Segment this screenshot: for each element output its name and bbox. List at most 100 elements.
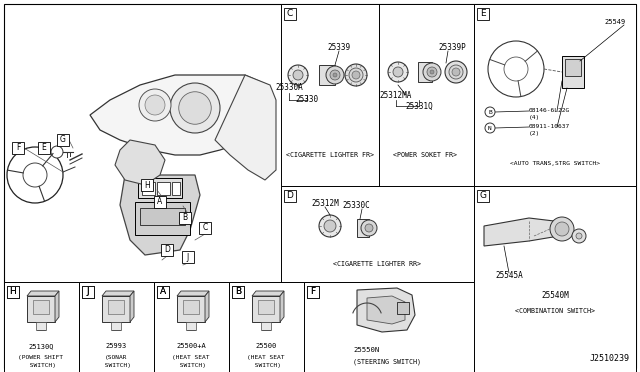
Text: D: D (164, 246, 170, 254)
Bar (154, 282, 229, 372)
Text: A: A (160, 288, 166, 296)
Circle shape (504, 57, 528, 81)
Text: 08146-6L22G: 08146-6L22G (529, 109, 570, 113)
Text: <POWER SOKET FR>: <POWER SOKET FR> (393, 152, 457, 158)
Circle shape (365, 224, 373, 232)
Circle shape (319, 215, 341, 237)
Bar (562, 56, 584, 88)
Circle shape (293, 70, 303, 80)
Bar (307, 286, 319, 298)
Bar (36, 322, 46, 330)
Bar (33, 300, 49, 314)
Circle shape (576, 233, 582, 239)
Circle shape (430, 70, 434, 74)
Circle shape (7, 147, 63, 203)
Polygon shape (215, 75, 276, 180)
Bar (179, 212, 191, 224)
Text: (POWER SHIFT: (POWER SHIFT (19, 355, 63, 359)
Text: 25330A: 25330A (275, 83, 303, 93)
Bar (474, 4, 636, 186)
Text: 25330C: 25330C (342, 202, 370, 211)
Bar (57, 134, 69, 146)
Bar (199, 222, 211, 234)
Bar (418, 62, 432, 82)
Text: J: J (86, 288, 90, 296)
Circle shape (352, 71, 360, 79)
Text: 25550N: 25550N (354, 347, 380, 353)
Circle shape (485, 107, 495, 117)
Text: F: F (310, 288, 316, 296)
Circle shape (288, 65, 308, 85)
Bar (82, 286, 94, 298)
Bar (7, 286, 19, 298)
Bar (82, 286, 94, 298)
Polygon shape (177, 291, 209, 296)
Polygon shape (205, 291, 209, 322)
Text: 25312MA: 25312MA (380, 90, 412, 99)
Text: J: J (86, 288, 90, 296)
Text: SWITCH): SWITCH) (26, 363, 56, 369)
Circle shape (449, 65, 463, 79)
Text: 25545A: 25545A (495, 272, 523, 280)
Bar (154, 196, 166, 208)
Bar (397, 302, 409, 314)
Polygon shape (55, 291, 59, 322)
Circle shape (555, 222, 569, 236)
Polygon shape (357, 288, 415, 332)
Bar (157, 286, 169, 298)
Bar (142, 182, 155, 195)
Text: 25331Q: 25331Q (405, 102, 433, 110)
Text: N: N (488, 125, 492, 131)
Text: (STEERING SWITCH): (STEERING SWITCH) (353, 359, 421, 365)
Polygon shape (115, 140, 165, 185)
Text: 25993: 25993 (106, 343, 127, 349)
Text: H: H (10, 288, 17, 296)
Bar (304, 282, 474, 372)
Polygon shape (90, 75, 272, 155)
Polygon shape (130, 291, 134, 322)
Polygon shape (120, 175, 200, 255)
Circle shape (361, 220, 377, 236)
Bar (232, 286, 244, 298)
Text: G: G (60, 135, 66, 144)
Text: F: F (310, 288, 316, 296)
Bar (477, 190, 489, 202)
Polygon shape (367, 296, 405, 324)
Text: <CIGARETTE LIGHTER RR>: <CIGARETTE LIGHTER RR> (333, 261, 421, 267)
Text: SWITCH): SWITCH) (176, 363, 206, 369)
Text: <CIGARETTE LIGHTER FR>: <CIGARETTE LIGHTER FR> (286, 152, 374, 158)
Circle shape (349, 68, 363, 82)
Text: E: E (480, 10, 486, 19)
Circle shape (170, 83, 220, 133)
Text: (SONAR: (SONAR (105, 355, 127, 359)
Text: A: A (160, 288, 166, 296)
Text: (4): (4) (529, 115, 540, 121)
Bar (177, 296, 205, 322)
Text: <AUTO TRANS,STRG SWITCH>: <AUTO TRANS,STRG SWITCH> (510, 161, 600, 167)
Bar (140, 208, 185, 225)
Circle shape (445, 61, 467, 83)
Text: 25500+A: 25500+A (176, 343, 206, 349)
Bar (281, 4, 474, 186)
Text: (HEAT SEAT: (HEAT SEAT (247, 355, 285, 359)
Text: E: E (42, 144, 46, 153)
Text: H: H (10, 288, 17, 296)
Bar (4, 282, 79, 372)
Bar (7, 286, 19, 298)
Bar (261, 322, 271, 330)
Circle shape (51, 146, 63, 158)
Bar (186, 322, 196, 330)
Text: A: A (157, 198, 163, 206)
Text: J: J (187, 253, 189, 262)
Bar (157, 182, 170, 195)
Bar (182, 251, 194, 263)
Bar (474, 186, 636, 372)
Bar (161, 244, 173, 256)
Circle shape (324, 220, 336, 232)
Circle shape (179, 92, 211, 124)
Bar (138, 178, 182, 198)
Bar (319, 65, 335, 85)
Bar (27, 296, 55, 322)
Text: 08911-10637: 08911-10637 (529, 125, 570, 129)
Text: D: D (287, 192, 293, 201)
